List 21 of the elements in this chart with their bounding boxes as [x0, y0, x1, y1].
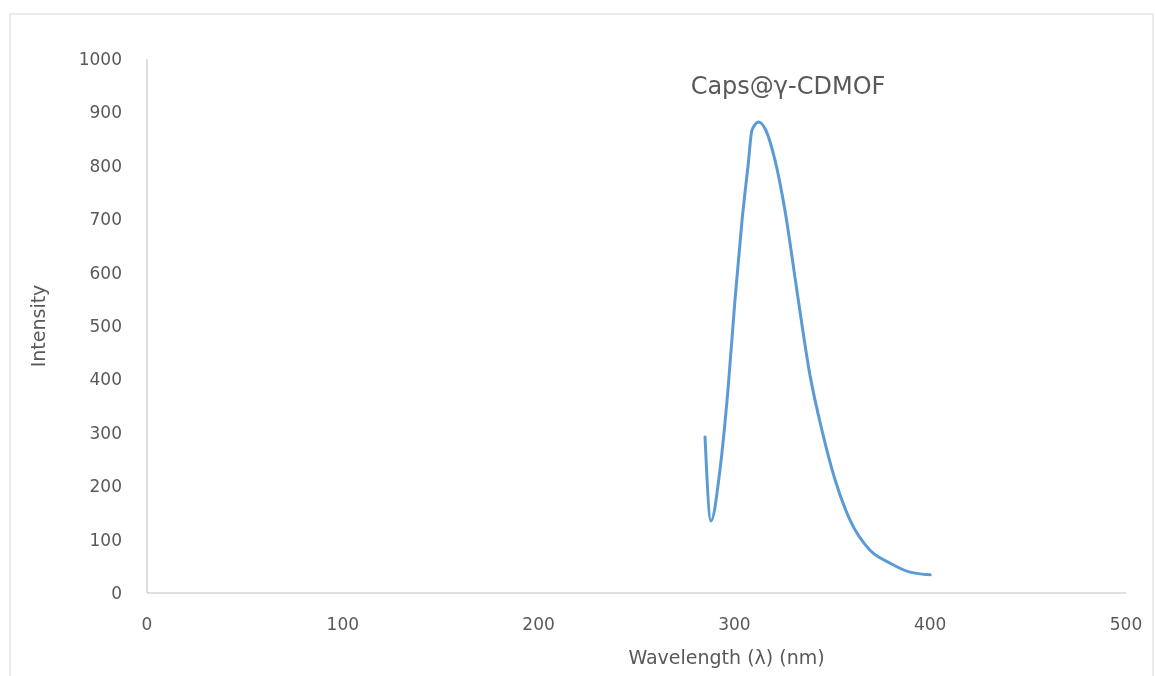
x-tick-label: 500	[1109, 614, 1143, 634]
y-tick-label: 800	[89, 155, 122, 176]
x-tick-label: 400	[913, 614, 947, 634]
x-tick-label: 200	[522, 614, 555, 634]
x-axis-title: Wavelength (λ) (nm)	[628, 646, 825, 668]
x-tick-label: 100	[326, 614, 360, 634]
y-tick-label: 400	[89, 369, 122, 390]
y-tick-label: 600	[89, 262, 122, 283]
y-tick-label: 200	[89, 476, 122, 497]
x-tick-label: 300	[718, 614, 751, 634]
y-tick-label: 1000	[78, 49, 122, 69]
text: Caps@γ-CDMOF	[690, 72, 886, 100]
y-axis-title: Intensity	[27, 284, 49, 368]
y-tick-label: 700	[89, 209, 122, 230]
y-tick-label: 900	[89, 102, 122, 123]
y-tick-label: 100	[89, 529, 122, 550]
line-series	[703, 120, 932, 577]
y-tick-label: 500	[89, 316, 122, 336]
x-tick-label: 0	[141, 614, 153, 634]
y-tick-label: 0	[111, 583, 122, 603]
y-tick-label: 300	[89, 422, 122, 443]
